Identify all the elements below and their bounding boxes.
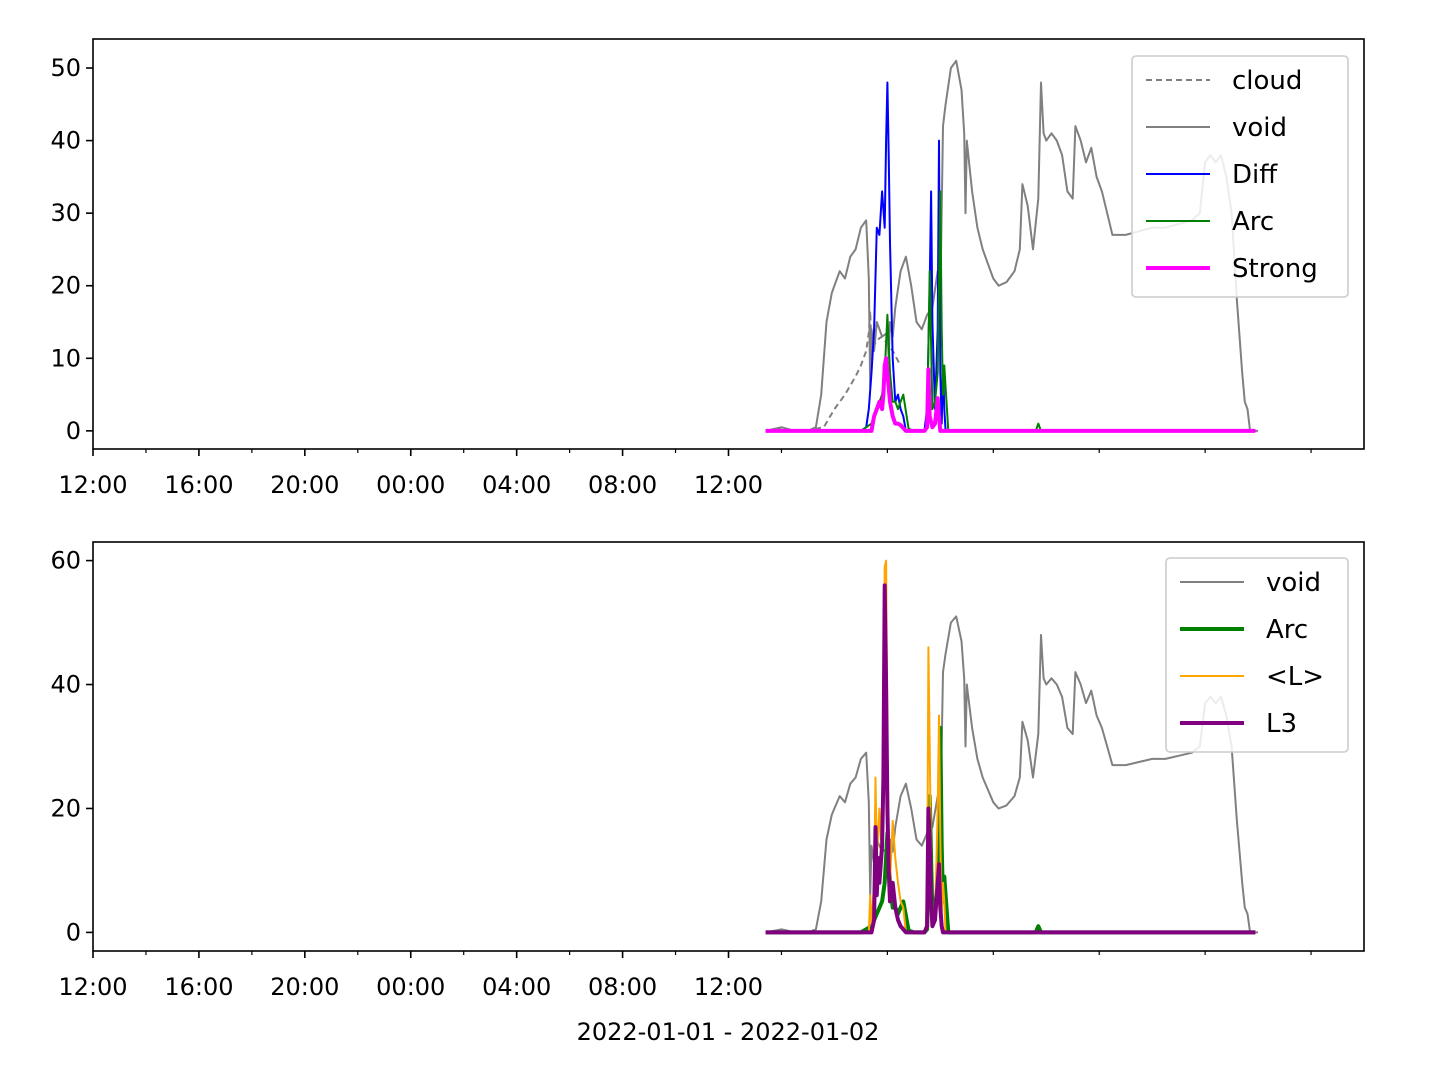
legend-label: Arc xyxy=(1266,615,1308,645)
x-tick-label: 20:00 xyxy=(270,471,339,499)
legend: void Arc <L> L3 xyxy=(1165,557,1349,753)
series-line-void xyxy=(765,615,1259,934)
series-line-l3 xyxy=(765,583,1256,935)
legend-label: <L> xyxy=(1266,662,1324,692)
series-line-strong xyxy=(765,356,1256,433)
x-tick-label: 12:00 xyxy=(694,471,763,499)
y-tick-label: 50 xyxy=(50,54,81,82)
legend-label: cloud xyxy=(1232,66,1302,96)
y-tick-label: 40 xyxy=(50,127,81,155)
x-tick-label: 16:00 xyxy=(164,471,233,499)
x-tick-label: 12:00 xyxy=(58,973,127,1001)
y-tick-label: 30 xyxy=(50,199,81,227)
legend-box xyxy=(1165,557,1349,753)
x-tick-label: 00:00 xyxy=(376,973,445,1001)
x-tick-label: 00:00 xyxy=(376,471,445,499)
x-tick-label: 12:00 xyxy=(694,973,763,1001)
legend-label: void xyxy=(1266,568,1321,598)
legend: cloud void Diff Arc Strong xyxy=(1131,55,1349,298)
x-tick-label: 08:00 xyxy=(588,471,657,499)
y-tick-label: 40 xyxy=(50,671,81,699)
y-tick-label: 10 xyxy=(50,344,81,372)
y-tick-label: 0 xyxy=(66,918,81,946)
x-tick-label: 20:00 xyxy=(270,973,339,1001)
y-tick-label: 60 xyxy=(50,547,81,575)
y-tick-label: 20 xyxy=(50,272,81,300)
x-tick-label: 12:00 xyxy=(58,471,127,499)
top-panel: 0 10 20 30 40 50 12:00 16:00 20:00 00:00 04:00 08:0… xyxy=(50,38,1365,499)
legend-label: Strong xyxy=(1232,254,1318,284)
x-tick-label: 16:00 xyxy=(164,973,233,1001)
y-tick-label: 20 xyxy=(50,794,81,822)
x-tick-label: 04:00 xyxy=(482,973,551,1001)
x-axis-label: 2022-01-01 - 2022-01-02 xyxy=(577,1018,880,1046)
y-tick-label: 0 xyxy=(66,417,81,445)
x-tick-label: 04:00 xyxy=(482,471,551,499)
series-group xyxy=(765,559,1259,935)
legend-label: void xyxy=(1232,113,1287,143)
legend-box xyxy=(1131,55,1349,298)
legend-label: Arc xyxy=(1232,207,1274,237)
x-tick-label: 08:00 xyxy=(588,973,657,1001)
legend-label: L3 xyxy=(1266,709,1297,739)
legend-label: Diff xyxy=(1232,160,1278,190)
series-line-diff xyxy=(765,81,1256,432)
bottom-panel: 0 20 40 60 12:00 16:00 20:00 00:00 04:00 08:00 12:… xyxy=(50,541,1365,1001)
